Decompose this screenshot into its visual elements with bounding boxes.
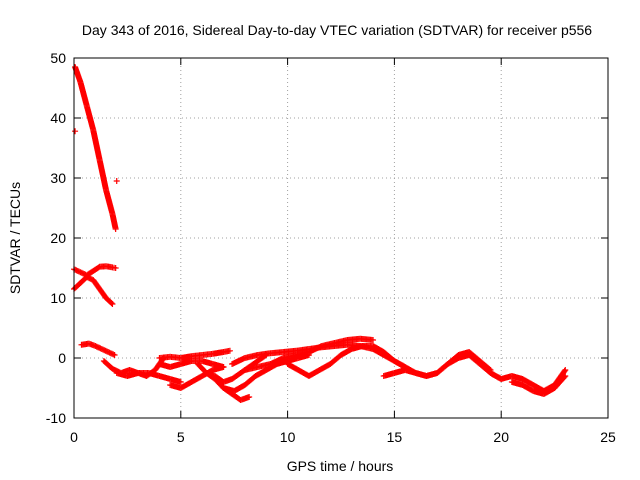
y-tick-label: 20 bbox=[50, 230, 66, 246]
x-tick-labels: 0 5 10 15 20 25 bbox=[70, 429, 616, 445]
data-trail bbox=[195, 361, 209, 376]
data-trail bbox=[101, 358, 115, 371]
y-tick-label: 40 bbox=[50, 110, 66, 126]
data-trail bbox=[90, 278, 102, 291]
data-trail bbox=[91, 264, 102, 274]
y-tick-label: 50 bbox=[50, 50, 66, 66]
data-trail bbox=[268, 355, 286, 367]
data-trail bbox=[230, 355, 247, 367]
data-point bbox=[220, 364, 227, 370]
series-arc-14 bbox=[241, 335, 377, 373]
data-trail bbox=[435, 361, 450, 376]
data-trail bbox=[552, 373, 568, 391]
data-point bbox=[370, 337, 377, 343]
data-trail bbox=[307, 343, 324, 355]
series-arc-7 bbox=[156, 347, 233, 361]
series-arc-6 bbox=[113, 370, 184, 385]
data-point bbox=[562, 367, 569, 373]
axis-ticks bbox=[73, 57, 609, 419]
series-arc-19 bbox=[508, 373, 569, 397]
data-trail bbox=[71, 280, 83, 292]
series-arc-17 bbox=[380, 352, 505, 382]
data-trail bbox=[242, 373, 258, 388]
y-tick-label: 0 bbox=[58, 350, 66, 366]
x-tick-label: 10 bbox=[280, 429, 296, 445]
series-arc-3 bbox=[71, 274, 116, 307]
data-trail bbox=[97, 287, 109, 300]
data-trail bbox=[84, 268, 96, 278]
x-tick-label: 20 bbox=[493, 429, 509, 445]
x-axis-label: GPS time / hours bbox=[287, 458, 394, 474]
data-trail bbox=[96, 158, 109, 192]
data-trail bbox=[103, 188, 116, 216]
data-point bbox=[177, 379, 184, 385]
y-tick-label: -10 bbox=[46, 410, 66, 426]
data-point bbox=[226, 347, 233, 354]
data-trail bbox=[477, 361, 493, 376]
data-point bbox=[72, 128, 79, 135]
series-arc-4 bbox=[78, 340, 118, 358]
x-tick-label: 25 bbox=[600, 429, 616, 445]
data-trail bbox=[467, 352, 482, 367]
series-arc-1 bbox=[72, 64, 119, 232]
x-tick-label: 5 bbox=[177, 429, 185, 445]
data-point bbox=[562, 373, 569, 379]
data-trail bbox=[77, 80, 90, 108]
data-points bbox=[71, 64, 569, 403]
data-point bbox=[112, 265, 119, 271]
data-trail bbox=[90, 128, 103, 162]
y-tick-label: 30 bbox=[50, 170, 66, 186]
y-axis-label: SDTVAR / TECUs bbox=[7, 182, 23, 294]
data-trail bbox=[103, 295, 115, 307]
data-trail bbox=[230, 370, 243, 382]
data-point bbox=[112, 226, 119, 232]
data-trail bbox=[72, 65, 83, 84]
data-point bbox=[109, 301, 116, 307]
y-tick-labels: -10 0 10 20 30 40 50 bbox=[46, 50, 66, 426]
data-trail bbox=[84, 104, 96, 132]
data-point bbox=[111, 352, 118, 358]
chart-title: Day 343 of 2016, Sidereal Day-to-day VTE… bbox=[82, 22, 592, 38]
series-isolated-points bbox=[72, 128, 120, 184]
data-trail bbox=[212, 376, 226, 391]
y-tick-label: 10 bbox=[50, 290, 66, 306]
x-tick-label: 0 bbox=[70, 429, 78, 445]
data-point bbox=[113, 178, 120, 184]
data-point bbox=[246, 394, 253, 400]
data-trail bbox=[328, 352, 344, 367]
x-tick-label: 15 bbox=[387, 429, 403, 445]
